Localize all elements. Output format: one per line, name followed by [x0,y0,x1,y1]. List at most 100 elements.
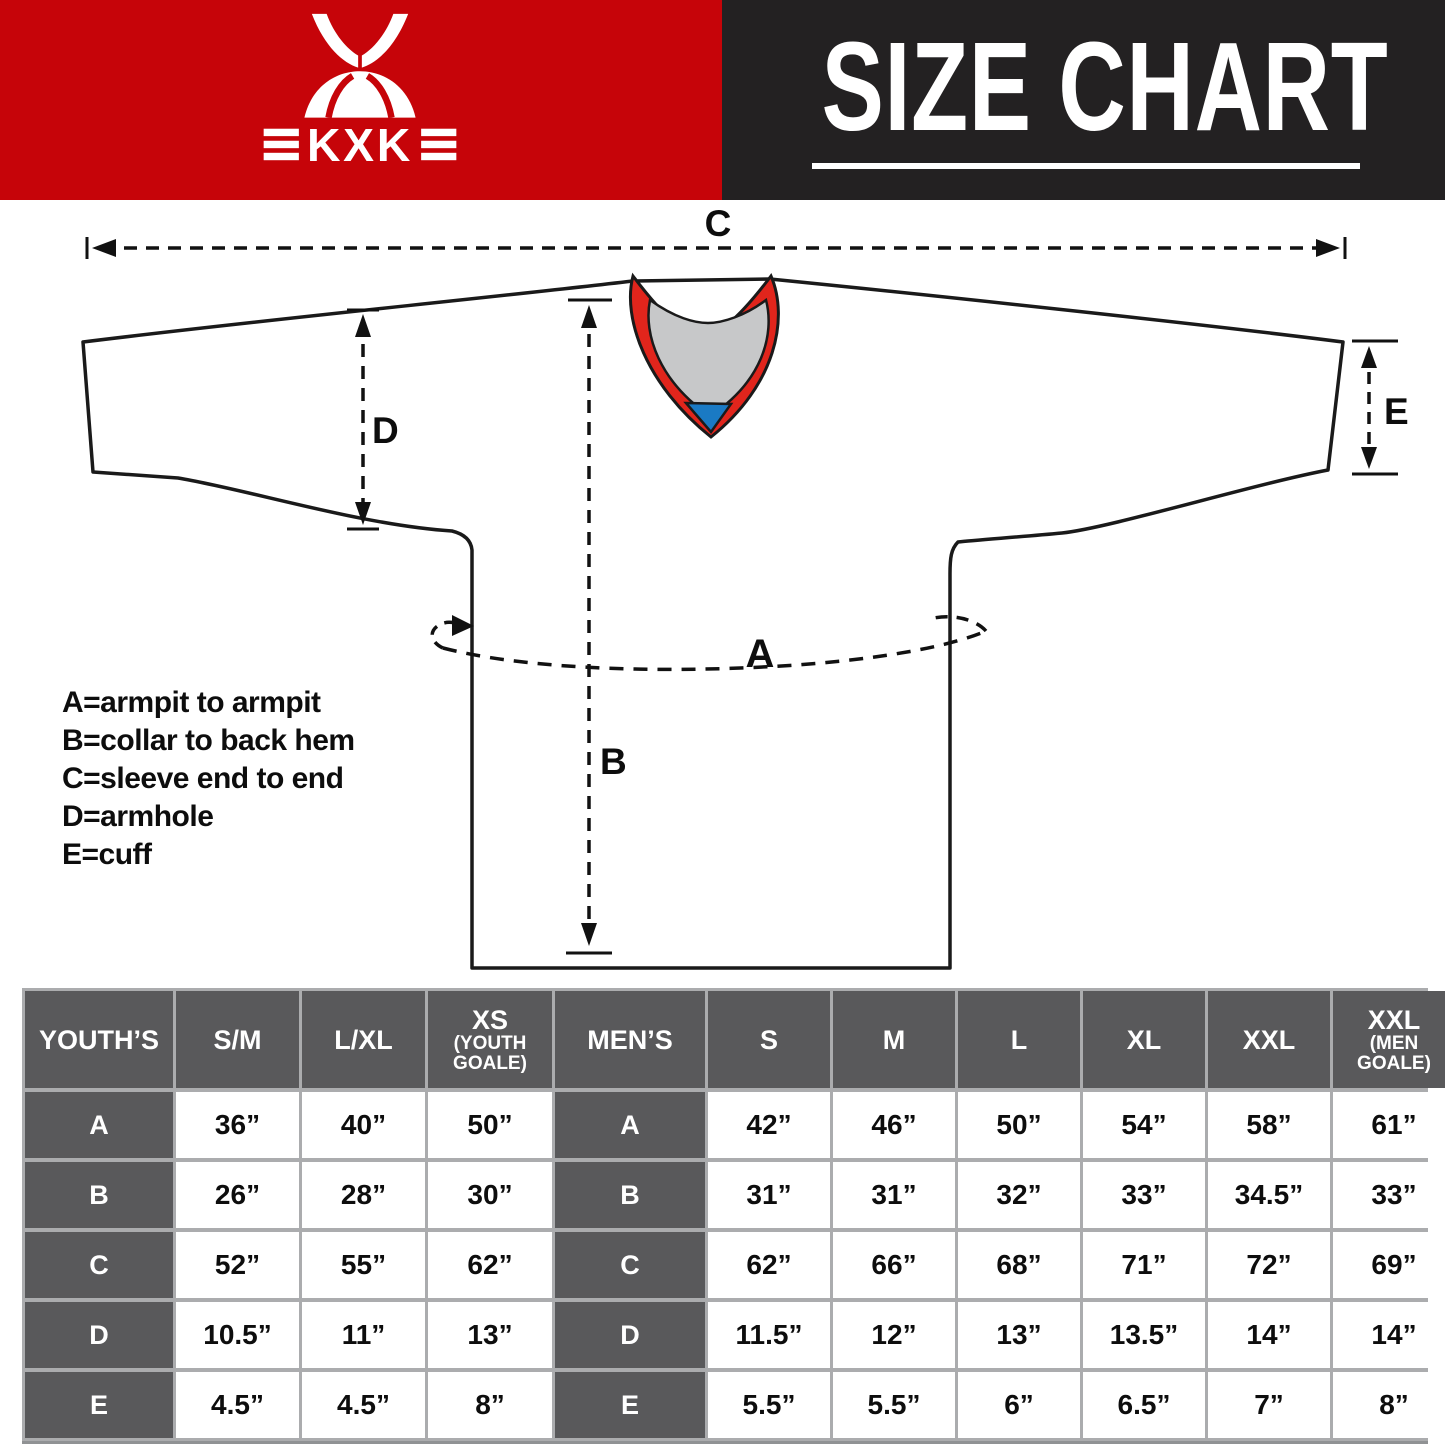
size-table: YOUTH’S S/M L/XL XS (YOUTH GOALE) MEN’S S… [22,988,1445,1441]
youth-C-xs: 62” [428,1232,552,1298]
page-title-text: SIZE CHART [821,16,1389,157]
col-header-sm: S/M [176,991,299,1088]
col-header-xxl-men-goale: XXL (MEN GOALE) [1333,991,1445,1088]
measurement-legend: A=armpit to armpit B=collar to back hem … [62,684,355,874]
col-header-s: S [708,991,830,1088]
men-D-xxl: 14” [1208,1302,1330,1368]
men-B-xxl: 34.5” [1208,1162,1330,1228]
men-D-xl: 13.5” [1083,1302,1205,1368]
measure-B [566,298,612,955]
youth-D-lxl: 11” [302,1302,425,1368]
brand-banner: KXK [0,0,722,200]
youth-B-sm: 26” [176,1162,299,1228]
logo-mark-slit-right [365,73,395,119]
men-C-m: 66” [833,1232,955,1298]
youth-E-lxl: 4.5” [302,1372,425,1438]
men-row-label-A: A [555,1092,705,1158]
kxk-logo-mark [304,13,416,119]
col-header-youths: YOUTH’S [25,991,173,1088]
youth-C-lxl: 55” [302,1232,425,1298]
men-A-xxlgoale: 61” [1333,1092,1445,1158]
men-B-xxlgoale: 33” [1333,1162,1445,1228]
logo-mark-slit-left [325,73,355,119]
youth-C-sm: 52” [176,1232,299,1298]
men-D-xxlgoale: 14” [1333,1302,1445,1368]
youth-D-sm: 10.5” [176,1302,299,1368]
title-underline [812,163,1360,169]
youth-B-xs: 30” [428,1162,552,1228]
men-B-s: 31” [708,1162,830,1228]
men-E-xxl: 7” [1208,1372,1330,1438]
youth-row-label-C: C [25,1232,173,1298]
men-E-s: 5.5” [708,1372,830,1438]
measure-C [85,237,1347,259]
youth-A-xs: 50” [428,1092,552,1158]
measure-E [1352,339,1398,476]
men-C-xxl: 72” [1208,1232,1330,1298]
youth-row-label-D: D [25,1302,173,1368]
youth-row-label-A: A [25,1092,173,1158]
youth-A-sm: 36” [176,1092,299,1158]
youth-row-label-B: B [25,1162,173,1228]
men-E-xl: 6.5” [1083,1372,1205,1438]
men-A-xxl: 58” [1208,1092,1330,1158]
youth-A-lxl: 40” [302,1092,425,1158]
col-header-m: M [833,991,955,1088]
men-A-l: 50” [958,1092,1080,1158]
legend-line-e: E=cuff [62,838,152,871]
men-A-m: 46” [833,1092,955,1158]
measure-A [430,615,988,672]
youth-row-label-E: E [25,1372,173,1438]
collar-blue-insert [683,401,734,435]
col-header-xl: XL [1083,991,1205,1088]
label-B: B [600,741,627,782]
men-D-m: 12” [833,1302,955,1368]
legend-line-a: A=armpit to armpit [62,686,321,719]
men-B-xl: 33” [1083,1162,1205,1228]
men-C-xxlgoale: 69” [1333,1232,1445,1298]
men-D-l: 13” [958,1302,1080,1368]
col-header-l: L [958,991,1080,1088]
men-C-s: 62” [708,1232,830,1298]
youth-E-sm: 4.5” [176,1372,299,1438]
logo-triple-bars-right [421,128,457,161]
label-C: C [705,203,732,244]
logo-mark-top-right [361,13,409,68]
men-row-label-E: E [555,1372,705,1438]
col-header-xs-youth-goale: XS (YOUTH GOALE) [428,991,552,1088]
men-D-s: 11.5” [708,1302,830,1368]
logo-triple-bars-left [263,128,299,161]
youth-E-xs: 8” [428,1372,552,1438]
men-C-xl: 71” [1083,1232,1205,1298]
col-header-mens: MEN’S [555,991,705,1088]
men-A-s: 42” [708,1092,830,1158]
youth-B-lxl: 28” [302,1162,425,1228]
men-E-m: 5.5” [833,1372,955,1438]
men-E-xxlgoale: 8” [1333,1372,1445,1438]
legend-line-d: D=armhole [62,800,214,833]
label-E: E [1384,391,1409,432]
logo-mark-top-left [311,13,359,68]
men-row-label-D: D [555,1302,705,1368]
men-row-label-B: B [555,1162,705,1228]
label-A: A [746,632,775,676]
men-B-l: 32” [958,1162,1080,1228]
men-A-xl: 54” [1083,1092,1205,1158]
men-B-m: 31” [833,1162,955,1228]
jersey-outline [81,277,1345,970]
col-header-xxl: XXL [1208,991,1330,1088]
collar-inner-gray [647,297,770,418]
logo-brand-text: KXK [307,119,413,171]
men-row-label-C: C [555,1232,705,1298]
youth-D-xs: 13” [428,1302,552,1368]
measure-D [347,308,379,531]
men-C-l: 68” [958,1232,1080,1298]
col-header-lxl: L/XL [302,991,425,1088]
legend-line-c: C=sleeve end to end [62,762,344,795]
page-title: SIZE CHART [722,22,1445,152]
label-D: D [372,410,399,451]
legend-line-b: B=collar to back hem [62,724,355,757]
kxk-logo: KXK [263,13,457,171]
